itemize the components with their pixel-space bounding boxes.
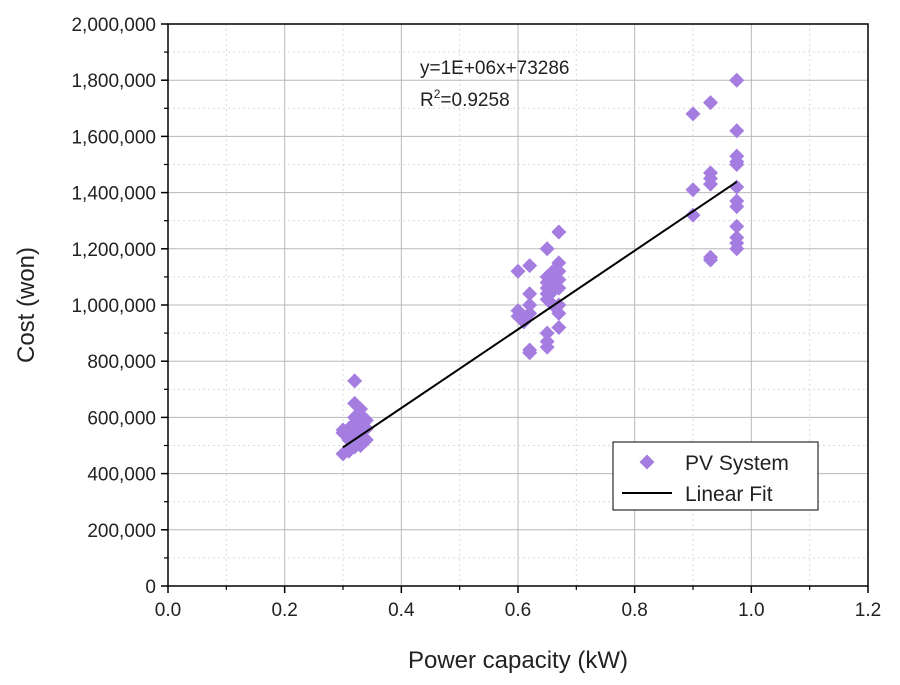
r2-prefix: R: [420, 90, 434, 111]
data-point-diamond: [551, 319, 567, 335]
y-axis-label: Cost (won): [13, 247, 40, 363]
data-point-diamond: [685, 182, 701, 198]
y-tick-label: 600,000: [87, 408, 156, 429]
y-tick-label: 200,000: [87, 521, 156, 542]
data-point-diamond: [685, 207, 701, 223]
linear-fit-line: [342, 181, 738, 449]
legend: PV System Linear Fit: [612, 441, 819, 511]
y-tick-label: 1,800,000: [71, 71, 156, 92]
data-point-diamond: [729, 199, 745, 215]
data-point-diamond: [347, 373, 363, 389]
x-axis-label: Power capacity (kW): [408, 647, 628, 674]
data-point-diamond: [539, 325, 555, 341]
y-tick-label: 0: [145, 577, 156, 598]
data-point-diamond: [539, 339, 555, 355]
data-point-diamond: [353, 401, 368, 417]
data-point-diamond: [358, 432, 374, 448]
data-point-diamond: [551, 255, 567, 271]
data-point-diamond: [729, 123, 745, 139]
legend-box: [612, 441, 819, 511]
data-point-diamond: [522, 286, 538, 302]
y-tick-label: 2,000,000: [71, 15, 156, 36]
axes: 0.0 0.2 0.4 0.6 0.8 1.0 1.2 0 200,000 400,000 600,…: [71, 15, 881, 621]
y-tick-label: 1,200,000: [71, 240, 156, 261]
data-point-diamond: [729, 218, 745, 234]
legend-label-linear-fit: Linear Fit: [685, 483, 773, 506]
data-point-diamond: [729, 157, 745, 172]
legend-label-pv-system: PV System: [685, 452, 789, 475]
data-point-diamond: [551, 297, 567, 313]
x-tick-label: 0.8: [621, 600, 647, 621]
data-point-diamond: [539, 241, 555, 257]
data-point-diamond: [551, 224, 567, 240]
x-tick-label: 1.0: [738, 600, 764, 621]
data-point-diamond: [551, 272, 567, 288]
r2-superscript: 2: [434, 87, 441, 101]
scatter-points-layer: [335, 72, 745, 462]
data-point-diamond: [522, 258, 538, 274]
data-point-diamond: [685, 106, 701, 122]
r2-value: =0.9258: [440, 90, 509, 111]
data-point-diamond: [358, 421, 374, 437]
legend-diamond-marker: [639, 454, 655, 470]
data-point-diamond: [729, 241, 745, 257]
y-tick-label: 400,000: [87, 465, 156, 486]
data-point-diamond: [522, 297, 538, 313]
data-point-diamond: [703, 252, 718, 268]
y-tick-label: 1,000,000: [71, 296, 156, 317]
equation-annotation: y=1E+06x+73286: [420, 58, 570, 79]
x-tick-label: 0.6: [505, 600, 531, 621]
y-tick-label: 1,600,000: [71, 127, 156, 148]
data-point-diamond: [551, 263, 567, 279]
x-tick-label: 0.4: [388, 600, 415, 621]
data-point-diamond: [510, 263, 526, 279]
data-point-diamond: [703, 176, 718, 192]
data-point-diamond: [703, 95, 718, 111]
y-tick-label: 1,400,000: [71, 184, 156, 205]
data-point-diamond: [358, 412, 374, 428]
data-point-diamond: [551, 305, 567, 321]
y-tick-label: 800,000: [87, 352, 156, 373]
data-point-diamond: [522, 305, 538, 321]
data-point-diamond: [551, 280, 567, 296]
x-tick-label: 1.2: [855, 600, 881, 621]
x-tick-label: 0.2: [271, 600, 297, 621]
x-tick-label: 0.0: [155, 600, 181, 621]
fit-line-layer: [342, 181, 738, 449]
r2-annotation: R2=0.9258: [420, 87, 510, 111]
data-point-diamond: [522, 345, 538, 361]
data-point-diamond: [729, 72, 745, 88]
